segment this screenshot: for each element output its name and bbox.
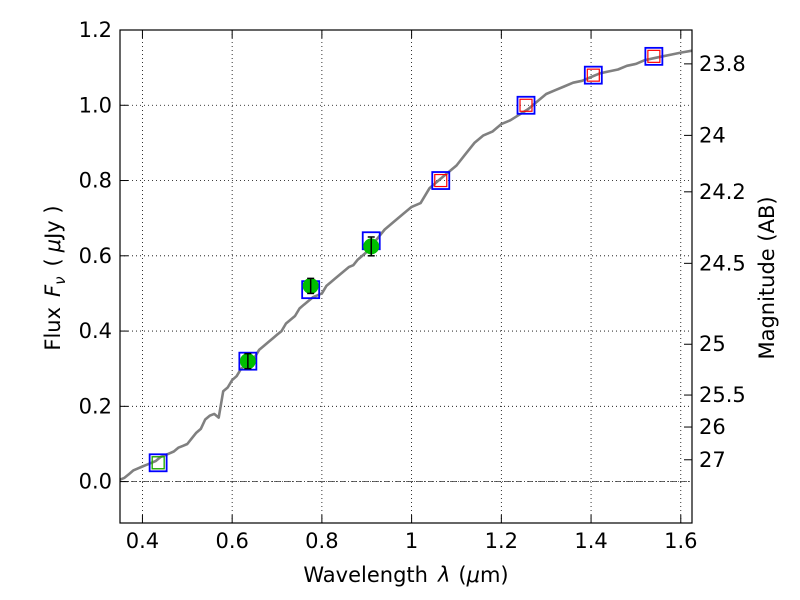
x-tick-label: 0.6 <box>215 529 248 553</box>
axis-ticks: 0.4 0.6 0.8 1 1.2 1.4 1.6 0.0 0.2 0.4 0.6 0.8 1.0 1.2… <box>79 18 746 553</box>
x-tick-label: 0.8 <box>305 529 338 553</box>
model-square <box>516 95 536 115</box>
data-series <box>119 46 693 481</box>
model-inner-square <box>519 98 533 112</box>
x-tick-label: 1 <box>405 529 418 553</box>
model-square <box>431 171 451 190</box>
y2-tick-label: 26 <box>699 415 726 439</box>
x-tick-label: 0.4 <box>126 529 159 553</box>
y2-tick-label: 27 <box>699 448 726 472</box>
y2-tick-label: 24.5 <box>699 251 746 275</box>
x-tick-label: 1.6 <box>664 529 697 553</box>
model-square <box>644 46 664 66</box>
y2-tick-label: 25 <box>699 332 726 356</box>
sed-model-line <box>119 49 693 481</box>
y2-tick-label: 23.8 <box>699 52 746 76</box>
x-tick-label: 1.4 <box>574 529 607 553</box>
y2-tick-label: 25.5 <box>699 383 746 407</box>
model-inner-square-green <box>151 456 165 470</box>
y-tick-label: 1.2 <box>79 18 112 42</box>
y-tick-label: 0.8 <box>79 169 112 193</box>
model-square <box>148 453 168 473</box>
model-inner-square <box>434 173 448 188</box>
model-inner-square <box>586 68 600 82</box>
y2-axis-label: Magnitude (AB) <box>755 196 779 359</box>
y-tick-label: 0.0 <box>79 470 112 494</box>
y-tick-label: 0.4 <box>79 319 112 343</box>
model-inner-square <box>647 49 661 63</box>
y2-tick-label: 24.2 <box>699 180 746 204</box>
x-tick-label: 1.2 <box>485 529 518 553</box>
plot-area-frame <box>119 29 693 524</box>
y2-tick-label: 24 <box>699 123 726 147</box>
y-tick-label: 1.0 <box>79 93 112 117</box>
model-square <box>238 351 258 371</box>
y-axis-label: FluxFν(μJy ) <box>41 205 69 350</box>
y-tick-label: 0.6 <box>79 244 112 268</box>
y-tick-label: 0.2 <box>79 394 112 418</box>
x-axis-label: Wavelength λ (μm) <box>303 563 508 587</box>
model-square <box>583 65 603 85</box>
